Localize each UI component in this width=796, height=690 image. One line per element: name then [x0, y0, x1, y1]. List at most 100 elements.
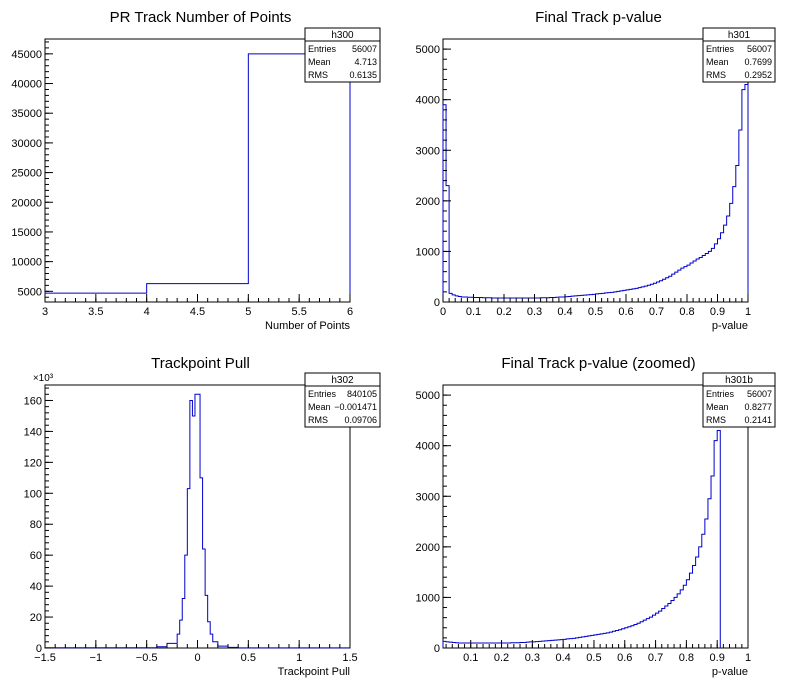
stats-row-label: RMS: [706, 70, 726, 80]
stats-row-value: 840105: [347, 389, 377, 399]
chart-title: PR Track Number of Points: [110, 9, 292, 26]
y-tick-label: 30000: [11, 138, 42, 150]
histogram-line: [44, 393, 351, 649]
stats-row-value: 56007: [747, 389, 772, 399]
stats-row-label: Mean: [706, 57, 729, 67]
x-tick-label: 0.1: [466, 306, 481, 318]
y-tick-label: 15000: [11, 227, 42, 239]
chart-title: Trackpoint Pull: [151, 355, 250, 372]
stats-row-value: 56007: [747, 44, 772, 54]
y-tick-label: 120: [24, 457, 42, 469]
x-tick-label: 1.5: [342, 652, 357, 664]
y-tick-label: 45000: [11, 49, 42, 61]
stats-box: h302 Entries 840105 Mean −0.001471 RMS 0.09706: [304, 372, 381, 428]
stats-box-name: h301b: [725, 375, 753, 386]
y-tick-label: 140: [24, 426, 42, 438]
y-tick-label: 25000: [11, 168, 42, 180]
chart-title: Final Track p-value (zoomed): [501, 355, 695, 372]
stats-box-name: h300: [331, 30, 354, 41]
x-axis-label: Number of Points: [265, 320, 350, 332]
y-tick-label: 35000: [11, 108, 42, 120]
stats-row-value: 56007: [352, 44, 377, 54]
stats-box-frame: [304, 372, 381, 428]
stats-row-label: Entries: [706, 389, 735, 399]
stats-box: h301 Entries 56007 Mean 0.7699 RMS 0.2952: [702, 27, 776, 83]
x-tick-label: 5.5: [292, 306, 307, 318]
x-tick-label: 0.4: [556, 652, 571, 664]
stats-row-label: Entries: [706, 44, 735, 54]
x-tick-label: 0.6: [617, 652, 632, 664]
y-tick-label: 80: [30, 519, 42, 531]
x-tick-label: 0.6: [618, 306, 633, 318]
y-tick-label: 40000: [11, 79, 42, 91]
stats-row-value: 0.6135: [349, 70, 377, 80]
x-tick-label: −1.5: [34, 652, 56, 664]
stats-row-label: RMS: [706, 415, 726, 425]
stats-row-value: 0.8277: [744, 402, 772, 412]
x-tick-label: 4.5: [190, 306, 205, 318]
x-tick-label: 0.5: [588, 306, 603, 318]
y-tick-label: 60: [30, 550, 42, 562]
y-tick-label: 0: [434, 643, 440, 655]
x-tick-label: 4: [144, 306, 150, 318]
stats-row-value: 0.09706: [344, 415, 377, 425]
stats-row-label: RMS: [308, 70, 328, 80]
x-tick-label: 0.3: [527, 306, 542, 318]
stats-box: h301b Entries 56007 Mean 0.8277 RMS 0.2141: [702, 372, 776, 428]
y-multiplier-label: ×10³: [33, 373, 54, 384]
plot-frame: [442, 38, 749, 303]
x-tick-label: 0.8: [679, 306, 694, 318]
y-tick-label: 160: [24, 395, 42, 407]
x-tick-label: 0.4: [557, 306, 572, 318]
histogram-panel-4: Final Track p-value (zoomed) 0 1000 2000 300…: [416, 355, 776, 678]
x-axis-label: p-value: [712, 666, 748, 678]
y-tick-label: 5000: [416, 390, 440, 402]
stats-row-label: Mean: [308, 402, 331, 412]
stats-box-frame: [304, 27, 381, 83]
y-tick-label: 1000: [416, 246, 440, 258]
y-tick-label: 1000: [416, 592, 440, 604]
x-tick-label: 1: [296, 652, 302, 664]
x-tick-label: 0.9: [710, 652, 725, 664]
x-tick-label: −0.5: [136, 652, 158, 664]
y-tick-label: 5000: [18, 286, 42, 298]
stats-row-value: −0.001471: [334, 402, 377, 412]
x-axis-label: p-value: [712, 320, 748, 332]
x-tick-label: 0: [194, 652, 200, 664]
x-tick-label: 1: [745, 306, 751, 318]
stats-row-label: Entries: [308, 44, 337, 54]
y-tick-label: 100: [24, 488, 42, 500]
stats-row-label: Mean: [706, 402, 729, 412]
stats-row-value: 0.2952: [744, 70, 772, 80]
y-tick-label: 2000: [416, 196, 440, 208]
x-tick-label: 0.8: [679, 652, 694, 664]
y-tick-label: 3000: [416, 491, 440, 503]
x-tick-label: 0.3: [525, 652, 540, 664]
x-tick-label: 1: [745, 652, 751, 664]
x-tick-label: 0.1: [463, 652, 478, 664]
y-tick-label: 20000: [11, 197, 42, 209]
histogram-panel-1: PR Track Number of Points 5000 10000 15000 2…: [11, 9, 381, 332]
stats-box-name: h301: [728, 30, 751, 41]
x-tick-label: 0: [440, 306, 446, 318]
y-tick-label: 40: [30, 581, 42, 593]
y-tick-label: 2000: [416, 542, 440, 554]
x-axis-label: Trackpoint Pull: [278, 666, 350, 678]
chart-title: Final Track p-value: [535, 9, 662, 26]
y-tick-label: 4000: [416, 95, 440, 107]
x-tick-label: 0.2: [494, 652, 509, 664]
stats-box: h300 Entries 56007 Mean 4.713 RMS 0.6135: [304, 27, 381, 83]
stats-row-label: RMS: [308, 415, 328, 425]
x-tick-label: −1: [90, 652, 103, 664]
stats-row-value: 0.2141: [744, 415, 772, 425]
y-tick-label: 5000: [416, 44, 440, 56]
stats-box-frame: [702, 372, 776, 428]
plot-frame: [44, 38, 351, 303]
stats-box-name: h302: [331, 375, 354, 386]
y-tick-label: 10000: [11, 257, 42, 269]
x-tick-label: 3.5: [88, 306, 103, 318]
x-tick-label: 0.9: [710, 306, 725, 318]
histogram-line: [442, 84, 749, 302]
x-tick-label: 0.5: [586, 652, 601, 664]
y-tick-label: 20: [30, 612, 42, 624]
